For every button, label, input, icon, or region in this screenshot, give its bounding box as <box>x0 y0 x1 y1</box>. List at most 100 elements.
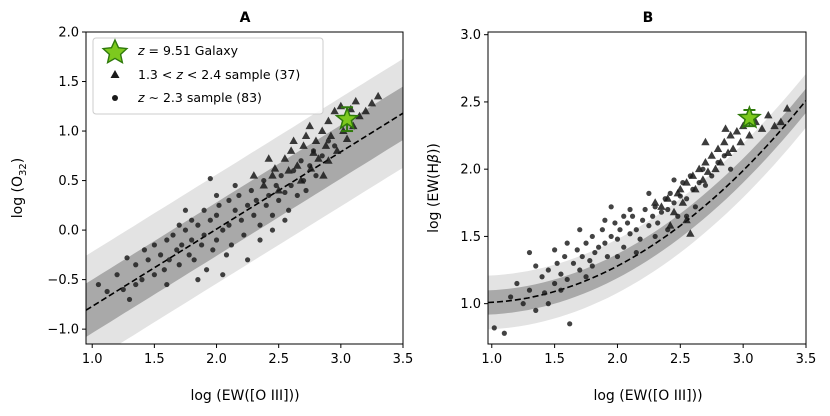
y-tick-label: 1.5 <box>58 75 79 90</box>
circle-point <box>599 227 605 233</box>
y-tick-label: 1.0 <box>460 297 481 312</box>
circle-point <box>650 213 656 219</box>
circle-point <box>655 220 661 226</box>
triangle-point <box>324 156 333 164</box>
circle-point <box>257 237 263 243</box>
panel-a-y-label-main: log (O <box>10 176 26 218</box>
triangle-point <box>321 141 331 149</box>
circle-point <box>727 166 734 172</box>
circle-point <box>692 204 698 210</box>
triangle-point <box>703 167 713 175</box>
circle-point <box>228 242 235 248</box>
panel-b-points <box>491 104 792 336</box>
circle-point <box>612 220 618 226</box>
circle-point <box>671 177 677 183</box>
circle-point <box>491 325 497 331</box>
triangle-point <box>726 131 735 139</box>
circle-point <box>195 222 201 228</box>
circle-point <box>627 206 633 213</box>
circle-point <box>120 286 126 293</box>
circle-point <box>325 138 332 144</box>
circle-point <box>633 249 639 256</box>
triangle-point <box>274 185 283 194</box>
y-tick-label: 2.5 <box>460 95 481 110</box>
circle-point <box>176 222 182 228</box>
circle-point <box>564 240 570 246</box>
circle-point <box>665 227 671 233</box>
circle-point <box>95 281 102 288</box>
circle-point <box>245 257 251 263</box>
panel-a: A 1.0 1.5 2.0 2.5 3.0 3.5 −1.0−0.50.00.51.01.… <box>10 10 413 404</box>
circle-point <box>683 196 690 202</box>
triangle-point <box>736 137 745 146</box>
circle-point <box>652 233 658 240</box>
circle-point <box>671 200 677 206</box>
x-tick-label: 1.5 <box>544 352 565 367</box>
legend-z-3: z <box>137 90 145 105</box>
triangle-point <box>317 126 327 135</box>
x-tick-label: 3.0 <box>330 352 351 367</box>
y-tick-label: 1.5 <box>460 230 481 245</box>
panel-a-y-label-end: ) <box>10 158 26 163</box>
panel-b-y-label-greek: β <box>426 154 442 164</box>
legend-triangle-marker <box>110 70 120 78</box>
circle-point <box>191 257 197 263</box>
triangle-point <box>314 154 323 162</box>
circle-point <box>570 260 577 266</box>
circle-point <box>189 237 195 243</box>
circle-point <box>680 180 686 186</box>
circle-point <box>182 227 189 233</box>
y-tick-label: −1.0 <box>47 323 79 338</box>
panel-a-points <box>95 91 383 303</box>
circle-point <box>313 173 319 179</box>
triangle-point <box>326 131 336 139</box>
circle-point <box>226 222 232 228</box>
circle-point <box>210 247 216 253</box>
circle-point <box>213 237 220 243</box>
circle-point <box>545 267 551 273</box>
circle-point <box>646 190 652 196</box>
triangle-point <box>301 131 311 139</box>
triangle-point <box>299 141 308 149</box>
inner-scatter-band <box>86 86 403 337</box>
triangle-point <box>355 111 364 120</box>
circle-point <box>577 227 583 233</box>
panel-b-frame <box>487 31 807 345</box>
panel-b-galaxy <box>736 104 762 129</box>
circle-point <box>307 163 313 169</box>
y-tick-label: 0.5 <box>58 174 79 189</box>
circle-point <box>186 252 192 258</box>
circle-point <box>332 143 338 149</box>
circle-point <box>195 277 201 283</box>
circle-point <box>213 212 220 218</box>
circle-point <box>286 207 292 213</box>
circle-point <box>514 280 520 287</box>
circle-point <box>269 212 276 218</box>
circle-point <box>133 281 139 288</box>
circle-point <box>533 307 539 313</box>
legend-label-3: ∼ 2.3 sample (83) <box>145 90 262 105</box>
circle-point <box>552 247 558 253</box>
circle-point <box>216 202 222 208</box>
circle-point <box>133 262 139 268</box>
triangle-point <box>757 124 767 132</box>
x-tick-label: 1.0 <box>82 352 103 367</box>
panel-a-y-ticks: −1.0 −0.5 0.0 0.5 1.0 1.5 2.0 <box>47 26 86 338</box>
triangle-point <box>776 117 786 126</box>
panel-a-galaxy <box>334 106 360 133</box>
circle-point <box>577 267 583 273</box>
x-tick-label: 2.5 <box>670 352 691 367</box>
x-tick-label: 2.0 <box>206 352 227 367</box>
circle-point <box>633 227 639 233</box>
circle-point <box>658 209 665 215</box>
circle-point <box>124 255 130 261</box>
circle-point <box>683 213 690 219</box>
x-tick-label: 1.0 <box>481 352 502 367</box>
triangle-point <box>782 104 792 112</box>
y-tick-label: 3.0 <box>460 28 481 43</box>
circle-point <box>253 197 259 203</box>
circle-point <box>702 182 709 188</box>
circle-point <box>241 232 247 238</box>
circle-point <box>608 233 614 240</box>
